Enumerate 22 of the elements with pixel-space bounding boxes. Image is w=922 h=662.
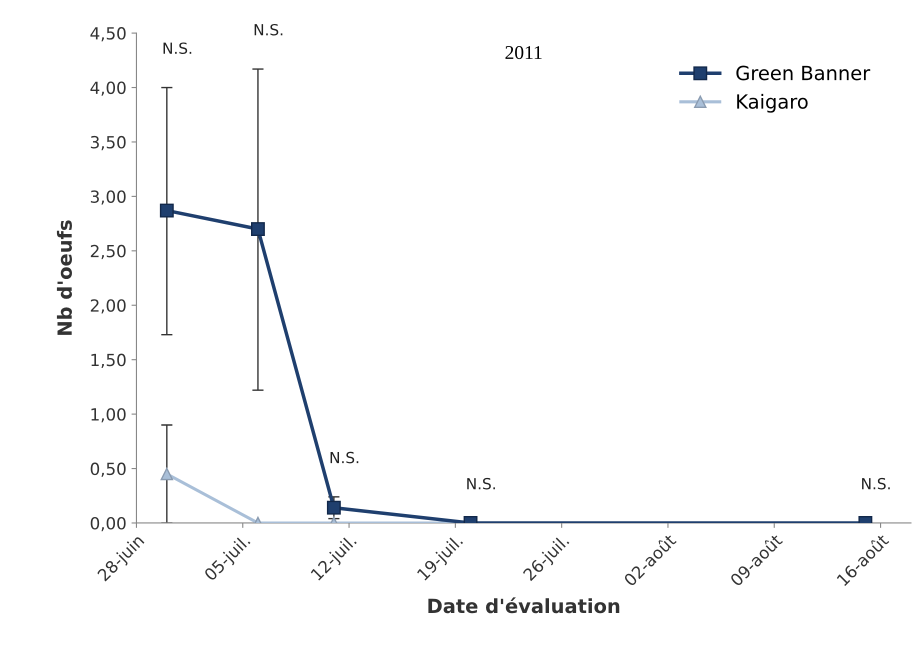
y-axis-title: Nb d'oeufs	[56, 220, 72, 335]
annotation: N.S.	[254, 24, 282, 36]
annotation: N.S.	[164, 42, 192, 54]
y-tick-label: 4,50	[90, 27, 126, 42]
x-axis-title: Date d'évaluation	[428, 597, 620, 614]
y-tick-label: 2,50	[90, 244, 126, 260]
y-tick-label: 0,00	[90, 516, 126, 532]
annotation: N.S.	[330, 452, 358, 464]
y-tick-label: 1,00	[91, 408, 126, 422]
annotation: N.S.	[862, 478, 890, 490]
y-tick-label: 0,50	[90, 462, 126, 477]
legend-label: Kaigaro	[737, 94, 808, 113]
annotation: N.S.	[467, 478, 495, 490]
y-tick-label: 3,00	[90, 190, 126, 205]
y-tick-label: 4,00	[90, 81, 126, 96]
point	[251, 222, 265, 236]
y-tick-label: 2,00	[90, 299, 126, 314]
legend-label: Green Banner	[736, 66, 870, 80]
point	[160, 204, 174, 218]
chart-title: 2011	[505, 46, 542, 60]
y-tick-label: 3,50	[90, 136, 126, 150]
y-tick-label: 1,50	[91, 354, 126, 368]
